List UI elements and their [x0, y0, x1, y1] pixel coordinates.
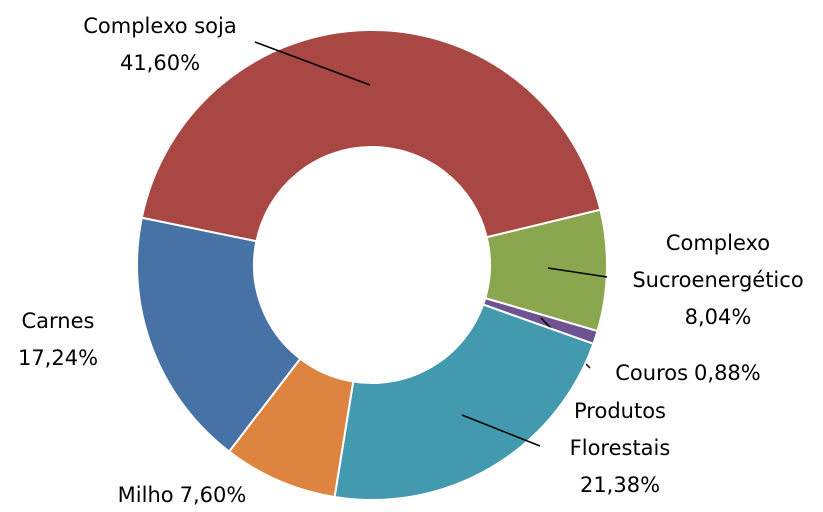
leader-line [461, 414, 541, 447]
donut-slice [140, 29, 602, 243]
category-name: Carnes [21, 309, 95, 333]
category-name: Complexo Sucroenergético [632, 231, 804, 292]
category-name: Couros [615, 361, 689, 385]
value-label: 0,88% [694, 361, 761, 385]
slice-label: Couros 0,88% [615, 355, 761, 392]
leader-line [254, 41, 371, 86]
category-name: Complexo soja [83, 14, 237, 38]
donut-slice [333, 303, 595, 501]
value-label: 41,60% [119, 51, 201, 75]
slice-label: Produtos Florestais 21,38% [555, 393, 685, 504]
value-label: 7,60% [179, 483, 247, 507]
category-name: Produtos Florestais [569, 399, 671, 460]
leader-line [547, 267, 608, 278]
slice-label: Carnes 17,24% [18, 303, 98, 377]
value-label: 21,38% [579, 473, 661, 497]
slice-label: Milho 7,60% [118, 477, 247, 512]
slice-label: Complexo soja 41,60% [83, 8, 236, 82]
donut-slice [136, 216, 302, 453]
slice-label: Complexo Sucroenergético 8,04% [623, 225, 813, 336]
category-name: Milho [117, 483, 174, 507]
value-label: 8,04% [684, 305, 752, 329]
value-label: 17,24% [17, 346, 99, 370]
